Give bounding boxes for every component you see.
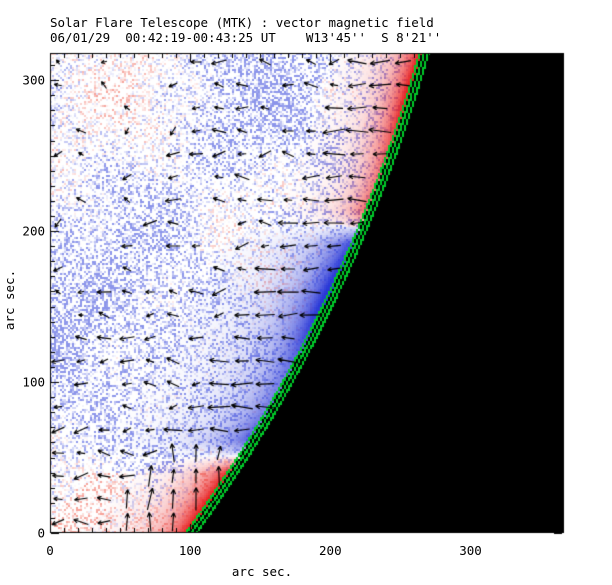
x-tick-label: 100 <box>178 543 202 558</box>
y-tick-label: 0 <box>37 525 45 541</box>
y-tick-label: 200 <box>22 223 45 239</box>
x-tick-label: 200 <box>319 543 342 558</box>
y-axis-label: arc sec. <box>2 269 17 331</box>
y-tick-label: 100 <box>22 374 45 390</box>
x-tick-label: 300 <box>459 543 482 558</box>
x-tick-label: 0 <box>46 543 54 558</box>
plot-title: Solar Flare Telescope (MTK) : vector mag… <box>50 15 434 30</box>
plot-subtitle: 06/01/29 00:42:19-00:43:25 UT W13'45'' S… <box>50 30 442 45</box>
x-axis-label: arc sec. <box>231 564 293 579</box>
y-tick-label: 300 <box>22 72 45 88</box>
